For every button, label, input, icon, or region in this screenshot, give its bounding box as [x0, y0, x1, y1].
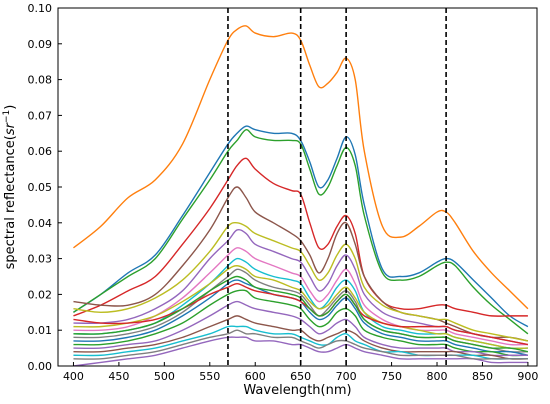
y-tick-label: 0.06 — [28, 145, 53, 158]
x-tick-label: 700 — [336, 370, 357, 383]
series-line-3 — [73, 129, 529, 335]
series-line-13 — [73, 265, 528, 350]
x-tick-label: 400 — [63, 370, 84, 383]
y-axis-label-unit: sr — [3, 121, 18, 135]
y-axis-label-suffix: ) — [3, 105, 18, 110]
x-tick-label: 600 — [245, 370, 266, 383]
y-tick-label: 0.03 — [28, 253, 53, 266]
y-axis-label-prefix: spectral reflectance( — [3, 135, 18, 269]
y-tick-label: 0.05 — [28, 181, 53, 194]
x-tick-label: 500 — [154, 370, 175, 383]
series-line-16 — [73, 336, 528, 366]
series-line-11 — [73, 279, 529, 356]
x-tick-label: 650 — [290, 370, 311, 383]
y-tick-label: 0.01 — [28, 324, 53, 337]
y-axis-label-exp: −1 — [2, 110, 12, 123]
x-tick-label: 750 — [381, 370, 402, 383]
y-tick-label: 0.10 — [28, 2, 53, 15]
x-tick-label: 450 — [108, 370, 129, 383]
y-axis-ticks: 0.00 0.01 0.02 0.03 0.04 0.05 0.06 0.07 0.08 0.09… — [28, 2, 62, 373]
x-axis-label: Wavelength(nm) — [243, 383, 351, 398]
x-tick-label: 850 — [472, 370, 493, 383]
vline-layer — [227, 8, 447, 366]
y-tick-label: 0.08 — [28, 74, 53, 87]
plot-frame — [57, 7, 538, 367]
y-axis-label: spectral reflectance(sr−1) — [2, 105, 18, 270]
y-tick-label: 0.09 — [28, 38, 53, 51]
x-axis-ticks: 400 450 500 550 600 650 700 750 800 850 900 — [63, 362, 538, 383]
x-tick-label: 550 — [199, 370, 220, 383]
x-tick-label: 900 — [517, 370, 538, 383]
y-tick-label: 0.02 — [28, 288, 53, 301]
x-tick-label: 800 — [427, 370, 448, 383]
y-tick-label: 0.00 — [28, 360, 53, 373]
series-line-6 — [73, 221, 529, 342]
y-tick-label: 0.07 — [28, 109, 53, 122]
y-tick-label: 0.04 — [28, 217, 53, 230]
series-line-15 — [73, 315, 528, 360]
